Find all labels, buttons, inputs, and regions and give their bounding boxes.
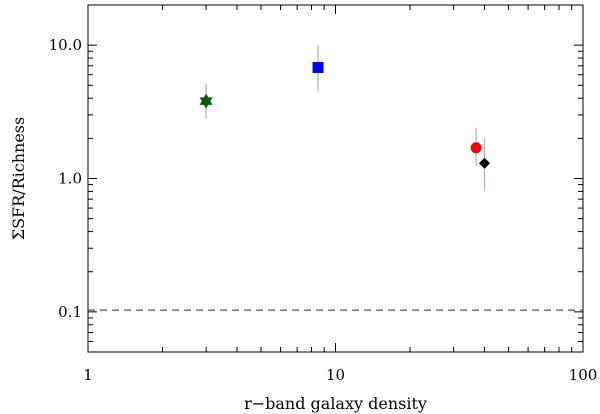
y-tick-label: 10.0	[49, 36, 82, 54]
x-axis-label: r−band galaxy density	[244, 394, 427, 413]
x-tick-label: 1	[83, 366, 93, 384]
y-axis-label: ΣSFR/Richness	[9, 117, 28, 240]
x-tick-label: 100	[569, 366, 598, 384]
circle-marker	[470, 142, 482, 154]
plot-frame	[87, 4, 584, 353]
y-tick-label: 0.1	[58, 303, 82, 321]
y-tick-label: 1.0	[58, 170, 82, 188]
square-marker	[312, 61, 324, 73]
diamond-marker	[479, 157, 491, 169]
star-marker	[199, 97, 213, 109]
x-tick-label: 10	[326, 366, 345, 384]
